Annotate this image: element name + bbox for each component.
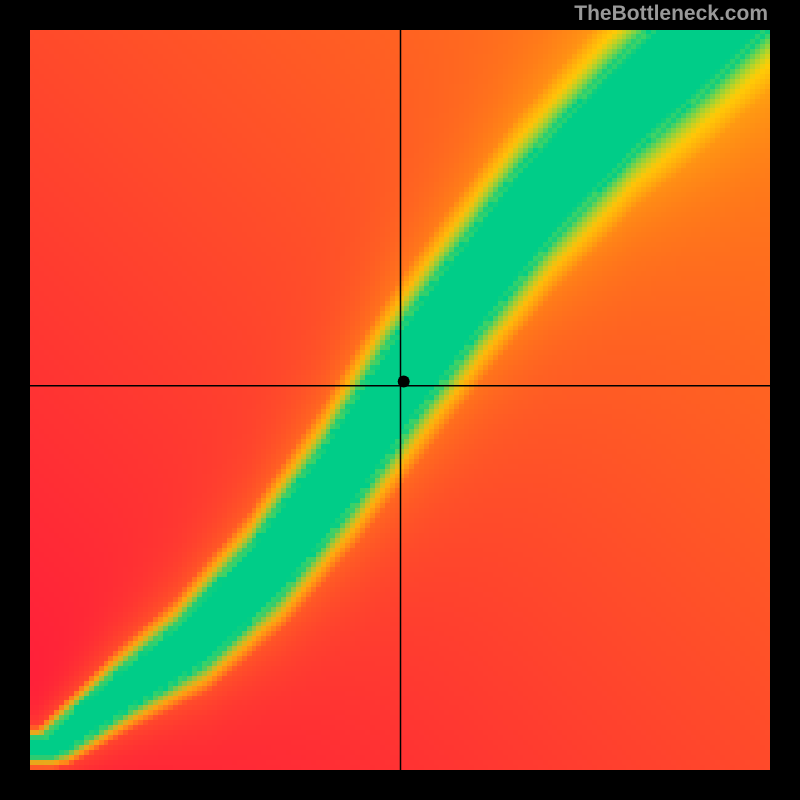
chart-frame: { "watermark": { "text": "TheBottleneck.… (0, 0, 800, 800)
heatmap-plot (30, 30, 770, 770)
watermark-text: TheBottleneck.com (574, 2, 768, 26)
heatmap-canvas (30, 30, 770, 770)
